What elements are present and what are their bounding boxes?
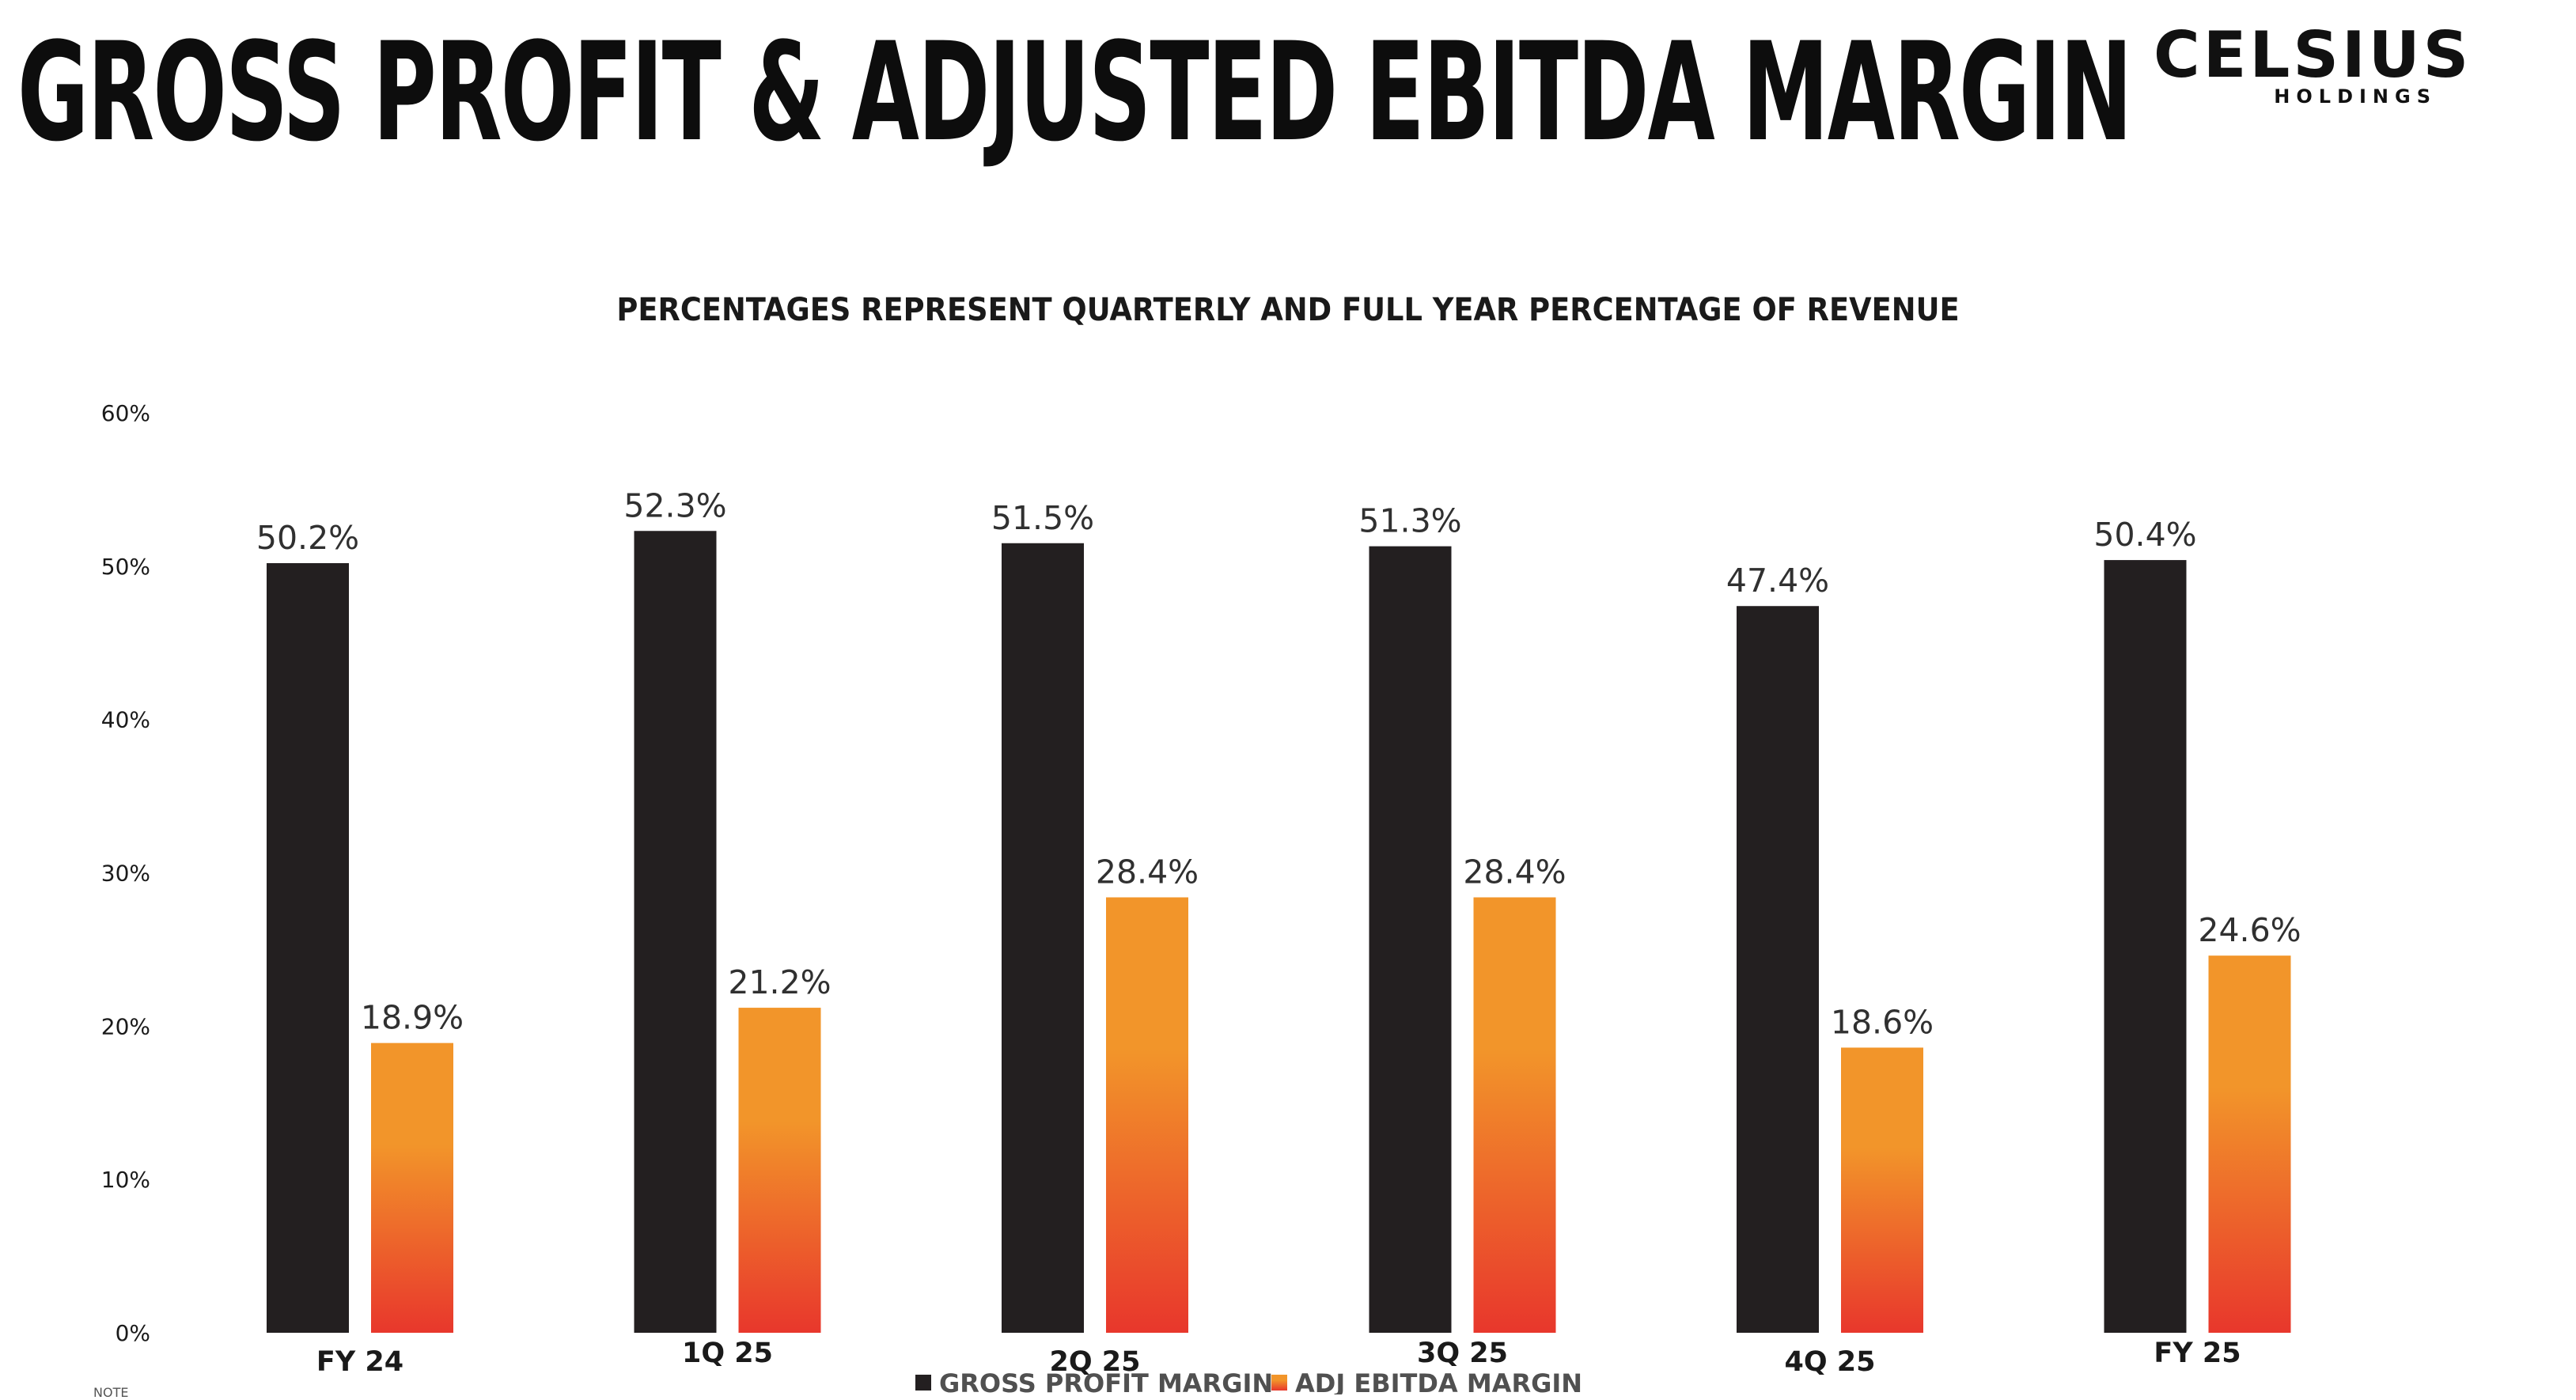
adj-ebitda-data-label: 24.6% xyxy=(2198,911,2301,949)
company-logo: CELSIUS HOLDINGS xyxy=(2154,18,2472,108)
gross-profit-data-label: 51.3% xyxy=(1358,502,1461,540)
y-tick-label: 10% xyxy=(101,1167,150,1193)
footnote: NOTE xyxy=(93,1385,129,1400)
gross-profit-legend-label: GROSS PROFIT MARGIN xyxy=(939,1368,1273,1394)
adj-ebitda-data-label: 18.9% xyxy=(361,999,464,1037)
x-category-label: 2Q 25 xyxy=(1050,1346,1141,1378)
adj-ebitda-bar xyxy=(1841,1047,1923,1333)
gross-profit-data-label: 50.4% xyxy=(2093,516,2196,554)
adj-ebitda-data-label: 28.4% xyxy=(1096,853,1199,891)
adj-ebitda-legend-label: ADJ EBITDA MARGIN xyxy=(1295,1368,1582,1394)
x-category-label: FY 25 xyxy=(2154,1338,2241,1369)
adj-ebitda-data-label: 28.4% xyxy=(1463,853,1566,891)
y-tick-label: 0% xyxy=(116,1320,150,1346)
gross-profit-bar xyxy=(1369,546,1452,1333)
gross-profit-bar xyxy=(267,562,349,1333)
x-category-label: 1Q 25 xyxy=(682,1338,773,1369)
adj-ebitda-data-label: 18.6% xyxy=(1831,1003,1934,1041)
gross-profit-data-label: 51.5% xyxy=(991,499,1094,537)
y-tick-label: 20% xyxy=(101,1013,150,1039)
chart-subtitle: PERCENTAGES REPRESENT QUARTERLY AND FULL… xyxy=(616,292,1960,328)
slide-title: GROSS PROFIT & ADJUSTED EBITDA MARGIN xyxy=(17,13,2133,172)
x-category-label: 3Q 25 xyxy=(1417,1338,1508,1369)
adj-ebitda-legend-swatch xyxy=(1271,1375,1287,1391)
gross-profit-bar xyxy=(1002,543,1084,1333)
logo-wordmark: CELSIUS xyxy=(2154,18,2472,92)
adj-ebitda-bar xyxy=(371,1042,453,1333)
gross-profit-data-label: 47.4% xyxy=(1726,562,1829,600)
gross-profit-data-label: 50.2% xyxy=(256,519,359,557)
adj-ebitda-bar xyxy=(738,1008,821,1333)
gross-profit-bar xyxy=(634,531,717,1333)
gross-profit-bar xyxy=(2104,560,2187,1333)
adj-ebitda-bar xyxy=(1106,897,1188,1333)
adj-ebitda-data-label: 21.2% xyxy=(728,963,831,1001)
y-tick-label: 40% xyxy=(101,707,150,733)
y-tick-label: 50% xyxy=(101,554,150,580)
adj-ebitda-bar xyxy=(1473,897,1556,1333)
logo-subtitle: HOLDINGS xyxy=(2274,85,2437,108)
gross-profit-legend-swatch xyxy=(915,1375,931,1391)
x-category-label: 4Q 25 xyxy=(1785,1346,1876,1378)
gross-profit-data-label: 52.3% xyxy=(623,486,726,524)
y-tick-label: 60% xyxy=(101,400,150,426)
gross-profit-bar xyxy=(1737,606,1819,1333)
y-tick-label: 30% xyxy=(101,861,150,887)
adj-ebitda-bar xyxy=(2208,955,2291,1333)
x-category-label: FY 24 xyxy=(316,1346,403,1378)
